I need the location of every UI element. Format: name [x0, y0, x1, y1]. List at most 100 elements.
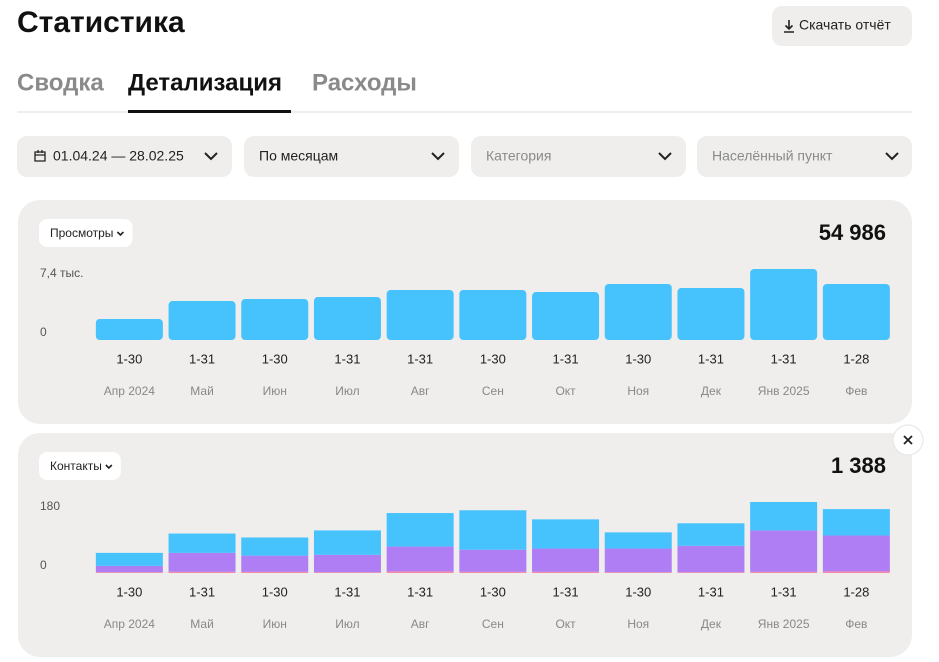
x-tick-label: Май [190, 384, 214, 398]
filter-bg [697, 136, 912, 177]
period-label: 1-30 [625, 584, 651, 599]
bar [822, 283, 890, 340]
y-tick-label: 7,4 тыс. [40, 266, 83, 280]
selector-chevron [116, 231, 125, 237]
bar-segment [313, 530, 381, 555]
x-tick-label: Сен [482, 617, 504, 631]
chart-panel: Контакты 1 388 0 180 1-30 Апр 2024 1-31 Май 1-30… [18, 433, 912, 657]
y-tick-label: 0 [40, 558, 47, 572]
chart-panel: Просмотры 54 986 0 7,4 тыс. 1-30 Апр 2024 1-31… [18, 200, 912, 424]
x-tick-label: Июн [263, 617, 287, 631]
bar-segment [822, 571, 890, 573]
x-tick-label: Июл [335, 617, 359, 631]
bar-segment [313, 572, 381, 573]
period-label: 1-31 [771, 351, 797, 366]
x-tick-label: Апр 2024 [104, 617, 156, 631]
bar [459, 290, 527, 340]
x-tick-label: Июл [335, 384, 359, 398]
filter-bg [17, 136, 232, 177]
period-label: 1-31 [189, 584, 215, 599]
charts: Просмотры 54 986 0 7,4 тыс. 1-30 Апр 2024 1-31… [18, 200, 912, 657]
period-label: 1-31 [698, 584, 724, 599]
x-tick-label: Ноя [627, 384, 649, 398]
filter-bg [244, 136, 459, 177]
x-tick-label: Авг [411, 617, 430, 631]
bar-segment [822, 509, 890, 536]
total-value: 1 388 [831, 453, 886, 478]
bar-segment [313, 554, 381, 573]
filter-category[interactable]: Категория [471, 136, 686, 177]
button-label: Скачать отчёт [799, 17, 891, 33]
tab-underline [128, 110, 291, 113]
period-label: 1-31 [553, 351, 579, 366]
bar-segment [677, 545, 745, 573]
bar-segment [677, 523, 745, 546]
bar-segment [532, 571, 600, 573]
filter-bg [471, 136, 686, 177]
bar-segment [386, 513, 454, 547]
period-label: 1-30 [262, 351, 288, 366]
x-tick-label: Авг [411, 384, 430, 398]
period-label: 1-31 [553, 584, 579, 599]
bar-segment [241, 571, 309, 573]
selector-chevron [105, 464, 113, 470]
period-label: 1-30 [625, 351, 651, 366]
close-button[interactable] [892, 424, 924, 456]
filter-text: По месяцам [259, 148, 338, 164]
period-label: 1-30 [116, 351, 142, 366]
x-tick-label: Сен [482, 384, 504, 398]
filter-date[interactable]: 01.04.24 — 28.02.25 [17, 136, 232, 177]
period-label: 1-31 [407, 584, 433, 599]
period-label: 1-31 [771, 584, 797, 599]
calendar-icon [34, 150, 46, 162]
period-label: 1-30 [480, 351, 506, 366]
filter-placeholder: Категория [486, 148, 551, 164]
filter-placeholder: Населённый пункт [712, 148, 833, 164]
selector-label: Просмотры [50, 226, 113, 240]
x-tick-label: Апр 2024 [104, 384, 156, 398]
chevron [658, 152, 672, 161]
metric-selector[interactable]: Просмотры [39, 219, 133, 247]
metric-selector[interactable]: Контакты [39, 452, 121, 480]
bar-segment [532, 548, 600, 572]
filter-text: 01.04.24 — 28.02.25 [53, 148, 184, 164]
period-label: 1-31 [334, 351, 360, 366]
x-tick-label: Май [190, 617, 214, 631]
tab-active[interactable]: Детализация [128, 69, 282, 96]
close-icon [903, 435, 913, 445]
bar-segment [95, 572, 163, 573]
bar-segment [168, 533, 236, 553]
filter-city[interactable]: Населённый пункт [697, 136, 912, 177]
page-title: Статистика [17, 6, 185, 39]
download-button[interactable]: Скачать отчёт [772, 6, 912, 46]
bar [604, 283, 672, 340]
bar [386, 290, 454, 340]
tab[interactable]: Расходы [312, 69, 417, 96]
bar-segment [822, 535, 890, 572]
bar-segment [459, 571, 527, 573]
bar-segment [604, 548, 672, 573]
download-icon [784, 20, 794, 33]
bar [677, 287, 745, 340]
period-label: 1-31 [334, 584, 360, 599]
bar-segment [604, 532, 672, 549]
bar-segment [750, 571, 818, 573]
chevron [431, 152, 445, 161]
bar-segment [677, 572, 745, 573]
tab[interactable]: Сводка [17, 69, 104, 96]
button-bg [772, 6, 912, 46]
y-tick-label: 180 [40, 499, 60, 513]
bar [168, 301, 236, 340]
x-tick-label: Окт [555, 384, 576, 398]
bar-segment [532, 519, 600, 549]
bar [313, 297, 381, 340]
x-tick-label: Янв 2025 [758, 617, 810, 631]
bar-segment [95, 565, 163, 573]
period-label: 1-28 [843, 584, 869, 599]
period-label: 1-31 [407, 351, 433, 366]
total-value: 54 986 [819, 220, 886, 245]
bar-segment [386, 571, 454, 573]
filter-period[interactable]: По месяцам [244, 136, 459, 177]
